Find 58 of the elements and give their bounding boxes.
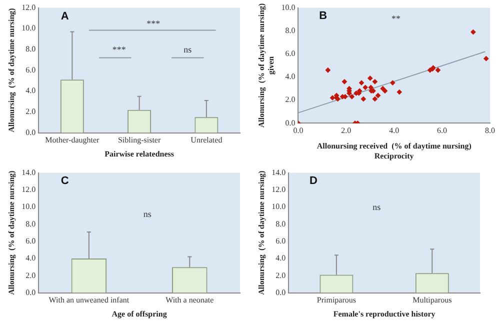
y-tick-label: 0.0 [276, 288, 286, 297]
x-tick-label: Mother-daughter [45, 136, 100, 145]
y-tick-label: 12.0 [272, 185, 286, 194]
x-tick-label: Unrelated [190, 136, 222, 145]
x-tick-label: 2.0 [341, 126, 352, 136]
x-tick-label: With a neonate [166, 296, 214, 305]
y-tick-label: 10.0 [22, 202, 36, 212]
y-tick-label: 2.0 [285, 95, 296, 104]
y-tick-label: 6.0 [276, 236, 286, 246]
annotation: ns [143, 209, 152, 220]
annotation: *** [146, 18, 161, 28]
x-axis-title: Age of offspring [112, 309, 167, 318]
y-tick-label: 4.0 [26, 254, 36, 263]
y-tick-label: 6.0 [26, 236, 36, 246]
y-tick-label: 14.0 [22, 168, 36, 177]
x-tick-label: 8.0 [485, 126, 495, 136]
y-tick-label: 12.0 [22, 2, 36, 12]
x-axis-title: Female's reproductive history [333, 309, 436, 318]
annotation: B [319, 10, 328, 22]
y-axis-title: Allonursing (% of daytime nursing) given [256, 3, 276, 128]
annotation: A [60, 10, 69, 23]
annotation: C [60, 175, 69, 188]
y-tick-label: 10.0 [272, 202, 286, 212]
y-axis-title: Allonursing (% of daytime nursing) [6, 170, 16, 295]
annotation: ** [392, 14, 402, 24]
x-tick-label: 6.0 [437, 126, 448, 136]
y-tick-label: 8.0 [26, 44, 36, 54]
y-axis-title: Allonursing (% of daytime nursing) [6, 8, 16, 132]
y-tick-label: 12.0 [22, 185, 36, 194]
annotation: *** [112, 44, 126, 55]
y-tick-label: 14.0 [272, 168, 286, 177]
x-tick-label: 0.0 [293, 126, 304, 136]
annotation: D [310, 175, 318, 188]
x-tick-label: With an unweaned infant [48, 296, 130, 305]
y-tick-label: 0.0 [26, 288, 36, 297]
y-tick-label: 6.0 [285, 49, 296, 58]
y-tick-label: 4.0 [26, 86, 36, 96]
y-tick-label: 10.0 [22, 24, 36, 33]
annotation: ns [372, 202, 382, 212]
y-tick-label: 2.0 [26, 107, 36, 116]
annotation: ns [184, 44, 192, 55]
y-tick-label: 0.0 [285, 118, 296, 128]
x-tick-label: Multiparous [412, 296, 452, 305]
x-tick-label: Primiparous [316, 296, 356, 305]
y-axis-title: Allonursing (% of daytime nursing) [256, 170, 266, 295]
x-tick-label: Sibling-sister [118, 136, 161, 145]
y-tick-label: 8.0 [26, 219, 36, 228]
y-tick-label: 4.0 [276, 254, 286, 263]
x-axis-title: Allonursing received (% of daytime nursing) Reciprocity [316, 142, 472, 160]
y-tick-label: 10.0 [281, 2, 296, 12]
y-tick-label: 2.0 [26, 270, 36, 280]
y-tick-label: 6.0 [26, 65, 36, 74]
x-axis-title: Pairwise relatedness [104, 149, 174, 158]
y-tick-label: 8.0 [276, 219, 286, 228]
y-tick-label: 8.0 [285, 26, 296, 35]
x-tick-label: 4.0 [389, 126, 400, 136]
y-tick-label: 4.0 [285, 72, 296, 82]
y-tick-label: 2.0 [276, 270, 286, 280]
